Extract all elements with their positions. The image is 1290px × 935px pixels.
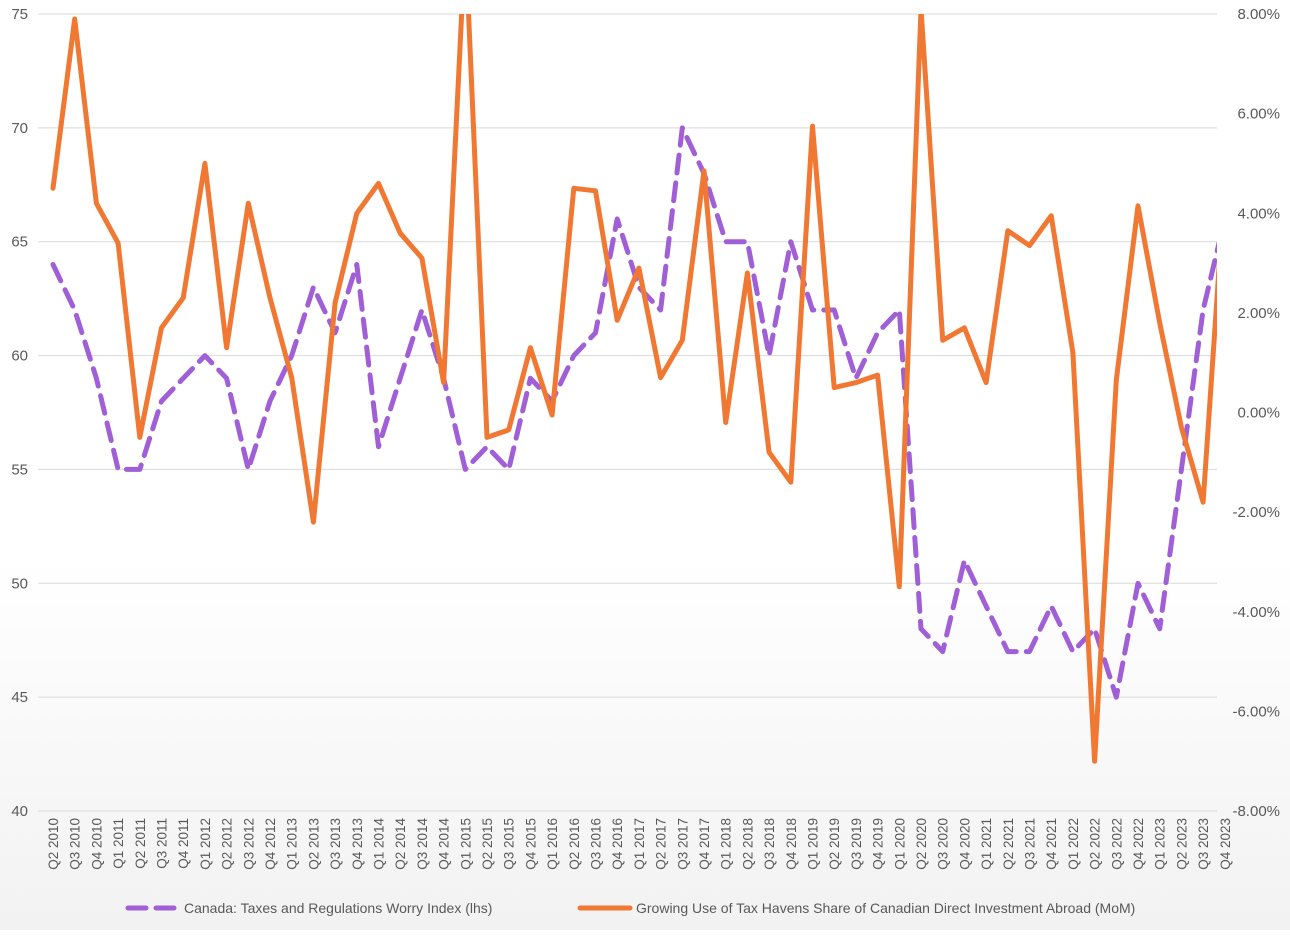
x-tick-label: Q2 2023	[1174, 818, 1189, 870]
x-tick-label: Q4 2020	[957, 818, 972, 870]
x-tick-label: Q3 2022	[1109, 818, 1124, 870]
x-tick-label: Q1 2020	[892, 818, 907, 870]
x-tick-label: Q4 2013	[350, 818, 365, 870]
x-tick-label: Q2 2015	[480, 818, 495, 870]
x-tick-label: Q1 2011	[111, 818, 126, 869]
x-tick-label: Q1 2014	[372, 818, 387, 870]
x-tick-label: Q3 2021	[1023, 818, 1038, 870]
x-tick-label: Q1 2012	[198, 818, 213, 870]
right-tick-label: 0.00%	[1237, 405, 1280, 422]
x-axis-ticks: Q2 2010 Q3 2010 Q4 2010 Q1 2011 Q2 2011 Q3 20…	[46, 818, 1233, 870]
x-tick-label: Q1 2019	[806, 818, 821, 870]
x-tick-label: Q3 2019	[849, 818, 864, 870]
x-tick-label: Q1 2013	[285, 818, 300, 870]
x-tick-label: Q2 2020	[914, 818, 929, 870]
x-tick-label: Q4 2011	[176, 818, 191, 869]
x-tick-label: Q1 2021	[979, 818, 994, 870]
x-tick-label: Q3 2020	[936, 818, 951, 870]
x-tick-label: Q2 2018	[740, 818, 755, 870]
left-tick-label: 75	[11, 6, 28, 23]
x-tick-label: Q4 2021	[1044, 818, 1059, 870]
right-tick-label: -4.00%	[1232, 604, 1280, 621]
right-tick-label: -2.00%	[1232, 504, 1280, 521]
x-tick-label: Q4 2014	[437, 818, 452, 870]
x-tick-label: Q3 2013	[328, 818, 343, 870]
right-tick-label: 4.00%	[1237, 205, 1280, 222]
x-tick-label: Q2 2014	[393, 818, 408, 870]
x-tick-label: Q4 2018	[784, 818, 799, 870]
x-tick-label: Q2 2017	[654, 818, 669, 870]
x-tick-label: Q4 2016	[610, 818, 625, 870]
x-tick-label: Q3 2011	[155, 818, 170, 869]
x-tick-label: Q1 2016	[545, 818, 560, 870]
x-tick-label: Q4 2023	[1218, 818, 1233, 870]
x-tick-label: Q1 2018	[719, 818, 734, 870]
x-tick-label: Q3 2015	[502, 818, 517, 870]
left-tick-label: 55	[11, 461, 28, 478]
legend-label-tax-havens: Growing Use of Tax Havens Share of Canad…	[636, 900, 1135, 916]
x-tick-label: Q4 2017	[697, 818, 712, 870]
x-tick-label: Q2 2016	[567, 818, 582, 870]
left-tick-label: 60	[11, 348, 28, 365]
x-tick-label: Q3 2017	[675, 818, 690, 870]
x-tick-label: Q1 2015	[458, 818, 473, 870]
series-line-tax-havens	[50, 14, 1217, 764]
x-tick-label: Q3 2016	[589, 818, 604, 870]
right-tick-label: -6.00%	[1232, 703, 1280, 720]
legend-label-worry-index: Canada: Taxes and Regulations Worry Inde…	[184, 900, 492, 916]
left-tick-label: 70	[11, 120, 28, 137]
left-tick-label: 45	[11, 689, 28, 706]
x-tick-label: Q1 2022	[1066, 818, 1081, 870]
right-tick-label: 8.00%	[1237, 6, 1280, 23]
x-tick-label: Q4 2010	[89, 818, 104, 870]
left-tick-label: 50	[11, 575, 28, 592]
x-tick-label: Q2 2021	[1001, 818, 1016, 870]
x-tick-label: Q3 2014	[415, 818, 430, 870]
left-tick-label: 40	[11, 803, 28, 820]
right-tick-label: 2.00%	[1237, 305, 1280, 322]
left-axis-ticks: 75 70 65 60 55 50 45 40	[11, 6, 28, 820]
x-tick-label: Q3 2023	[1196, 818, 1211, 870]
x-tick-label: Q2 2022	[1088, 818, 1103, 870]
legend: Canada: Taxes and Regulations Worry Inde…	[125, 900, 1135, 916]
x-tick-label: Q3 2012	[241, 818, 256, 870]
x-tick-label: Q4 2012	[263, 818, 278, 870]
gridlines	[38, 13, 1217, 812]
x-tick-label: Q1 2017	[632, 818, 647, 870]
series-layer	[50, 14, 1217, 764]
left-tick-label: 65	[11, 234, 28, 251]
right-tick-label: -8.00%	[1232, 803, 1280, 820]
right-axis-ticks: 8.00% 6.00% 4.00% 2.00% 0.00% -2.00% -4.00% -6.…	[1232, 6, 1280, 820]
x-tick-label: Q2 2010	[46, 818, 61, 870]
x-tick-label: Q2 2019	[827, 818, 842, 870]
series-line-worry-index	[50, 125, 1217, 700]
x-tick-label: Q1 2023	[1153, 818, 1168, 870]
x-tick-label: Q3 2010	[68, 818, 83, 870]
x-tick-label: Q4 2015	[523, 818, 538, 870]
x-tick-label: Q2 2012	[220, 818, 235, 870]
x-tick-label: Q2 2013	[306, 818, 321, 870]
x-tick-label: Q2 2011	[133, 818, 148, 869]
x-tick-label: Q4 2019	[871, 818, 886, 870]
x-tick-label: Q3 2018	[762, 818, 777, 870]
right-tick-label: 6.00%	[1237, 106, 1280, 123]
x-tick-label: Q4 2022	[1131, 818, 1146, 870]
